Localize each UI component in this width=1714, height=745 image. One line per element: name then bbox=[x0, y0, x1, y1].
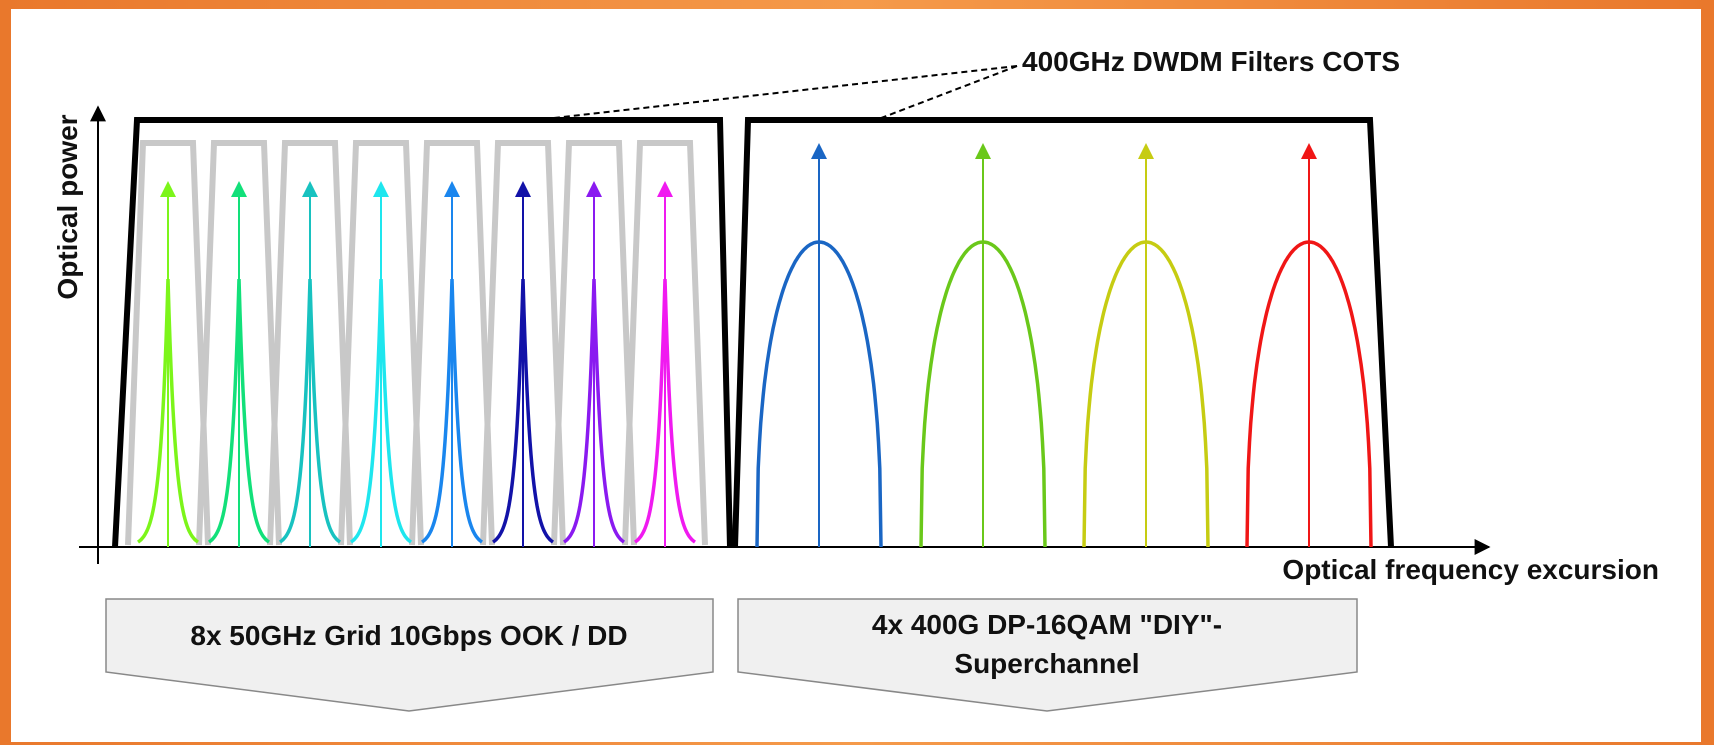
diagram-canvas: Optical power Optical frequency excursio… bbox=[11, 9, 1701, 742]
ook-carrier-arrow-5 bbox=[444, 181, 460, 197]
ook-carrier-arrow-2 bbox=[231, 181, 247, 197]
dwdm-spectrum-diagram: Optical power Optical frequency excursio… bbox=[11, 9, 1701, 742]
dwdm-filters-group bbox=[115, 120, 1391, 547]
x-axis-label: Optical frequency excursion bbox=[1282, 554, 1659, 585]
filter-callout-label: 400GHz DWDM Filters COTS bbox=[1022, 46, 1400, 77]
superchannel-carrier-4 bbox=[1247, 143, 1371, 547]
ook-carrier-arrow-1 bbox=[160, 181, 176, 197]
superchannel-group bbox=[757, 143, 1371, 547]
group-label-ook: 8x 50GHz Grid 10Gbps OOK / DD bbox=[190, 620, 627, 651]
superchannel-carrier-1 bbox=[757, 143, 881, 547]
ook-carrier-arrow-7 bbox=[586, 181, 602, 197]
group-box-ook bbox=[106, 599, 713, 711]
ook-channel-2 bbox=[209, 181, 269, 547]
grid-filters-group bbox=[128, 143, 705, 545]
superchannel-carrier-arrow-3 bbox=[1138, 143, 1154, 159]
ook-channel-5 bbox=[422, 181, 482, 547]
superchannel-carrier-arrow-2 bbox=[975, 143, 991, 159]
ook-channel-8 bbox=[635, 181, 695, 547]
ook-carrier-arrow-4 bbox=[373, 181, 389, 197]
superchannel-carrier-2 bbox=[921, 143, 1045, 547]
ook-channel-6 bbox=[493, 181, 553, 547]
ook-channel-4 bbox=[351, 181, 411, 547]
superchannel-carrier-3 bbox=[1084, 143, 1208, 547]
y-axis-label: Optical power bbox=[52, 114, 83, 299]
superchannel-carrier-arrow-4 bbox=[1301, 143, 1317, 159]
ook-channel-7 bbox=[564, 181, 624, 547]
ook-carrier-arrow-8 bbox=[657, 181, 673, 197]
ook-carrier-arrow-6 bbox=[515, 181, 531, 197]
superchannel-carrier-arrow-1 bbox=[811, 143, 827, 159]
group-label-superchannel-line1: 4x 400G DP-16QAM "DIY"- bbox=[872, 609, 1222, 640]
dwdm-filter-right bbox=[735, 120, 1391, 547]
ook-channel-3 bbox=[280, 181, 340, 547]
ook-channel-1 bbox=[138, 181, 198, 547]
ook-carrier-arrow-3 bbox=[302, 181, 318, 197]
group-label-superchannel-line2: Superchannel bbox=[954, 648, 1139, 679]
callout-line-left bbox=[536, 66, 1017, 120]
